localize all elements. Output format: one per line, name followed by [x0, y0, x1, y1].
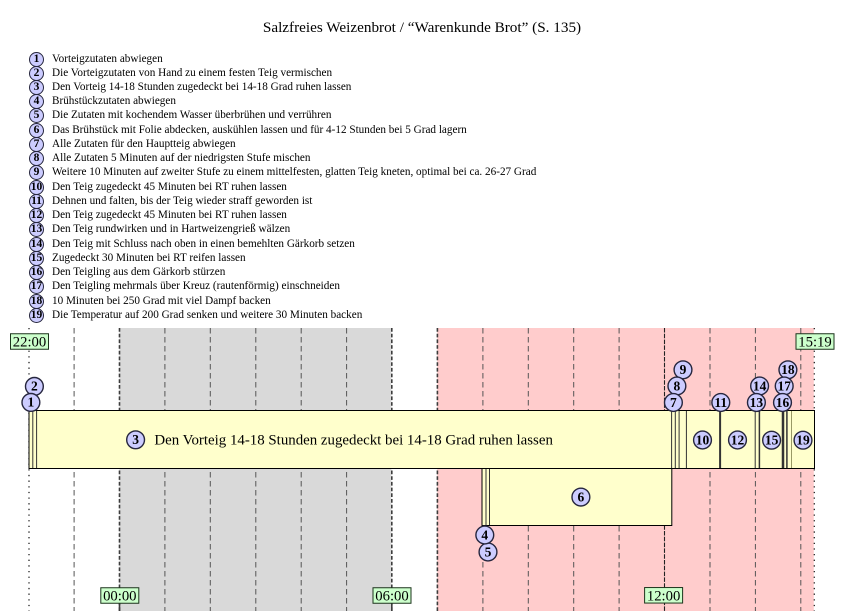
svg-text:12: 12: [731, 432, 745, 447]
svg-text:2: 2: [31, 379, 38, 394]
svg-text:Den Vorteig 14-18 Stunden zuge: Den Vorteig 14-18 Stunden zugedeckt bei …: [154, 433, 553, 449]
svg-text:12:00: 12:00: [647, 588, 680, 604]
svg-text:14: 14: [753, 378, 767, 393]
svg-text:8: 8: [674, 378, 681, 393]
svg-text:16: 16: [776, 395, 790, 410]
svg-text:5: 5: [485, 544, 492, 559]
svg-text:19: 19: [796, 433, 810, 448]
svg-text:7: 7: [670, 395, 677, 410]
svg-text:10: 10: [696, 432, 710, 447]
svg-text:06:00: 06:00: [375, 589, 408, 605]
svg-text:6: 6: [578, 489, 585, 504]
svg-text:15: 15: [765, 433, 779, 448]
svg-text:00:00: 00:00: [103, 589, 136, 605]
svg-text:3: 3: [132, 432, 139, 447]
svg-text:4: 4: [481, 527, 488, 542]
svg-text:9: 9: [680, 362, 687, 377]
svg-text:22:00: 22:00: [13, 335, 46, 351]
svg-text:11: 11: [714, 395, 727, 410]
svg-text:1: 1: [28, 395, 35, 410]
svg-text:15:19: 15:19: [798, 335, 831, 351]
svg-text:18: 18: [781, 362, 795, 377]
svg-text:17: 17: [777, 378, 791, 393]
svg-text:13: 13: [750, 395, 764, 410]
